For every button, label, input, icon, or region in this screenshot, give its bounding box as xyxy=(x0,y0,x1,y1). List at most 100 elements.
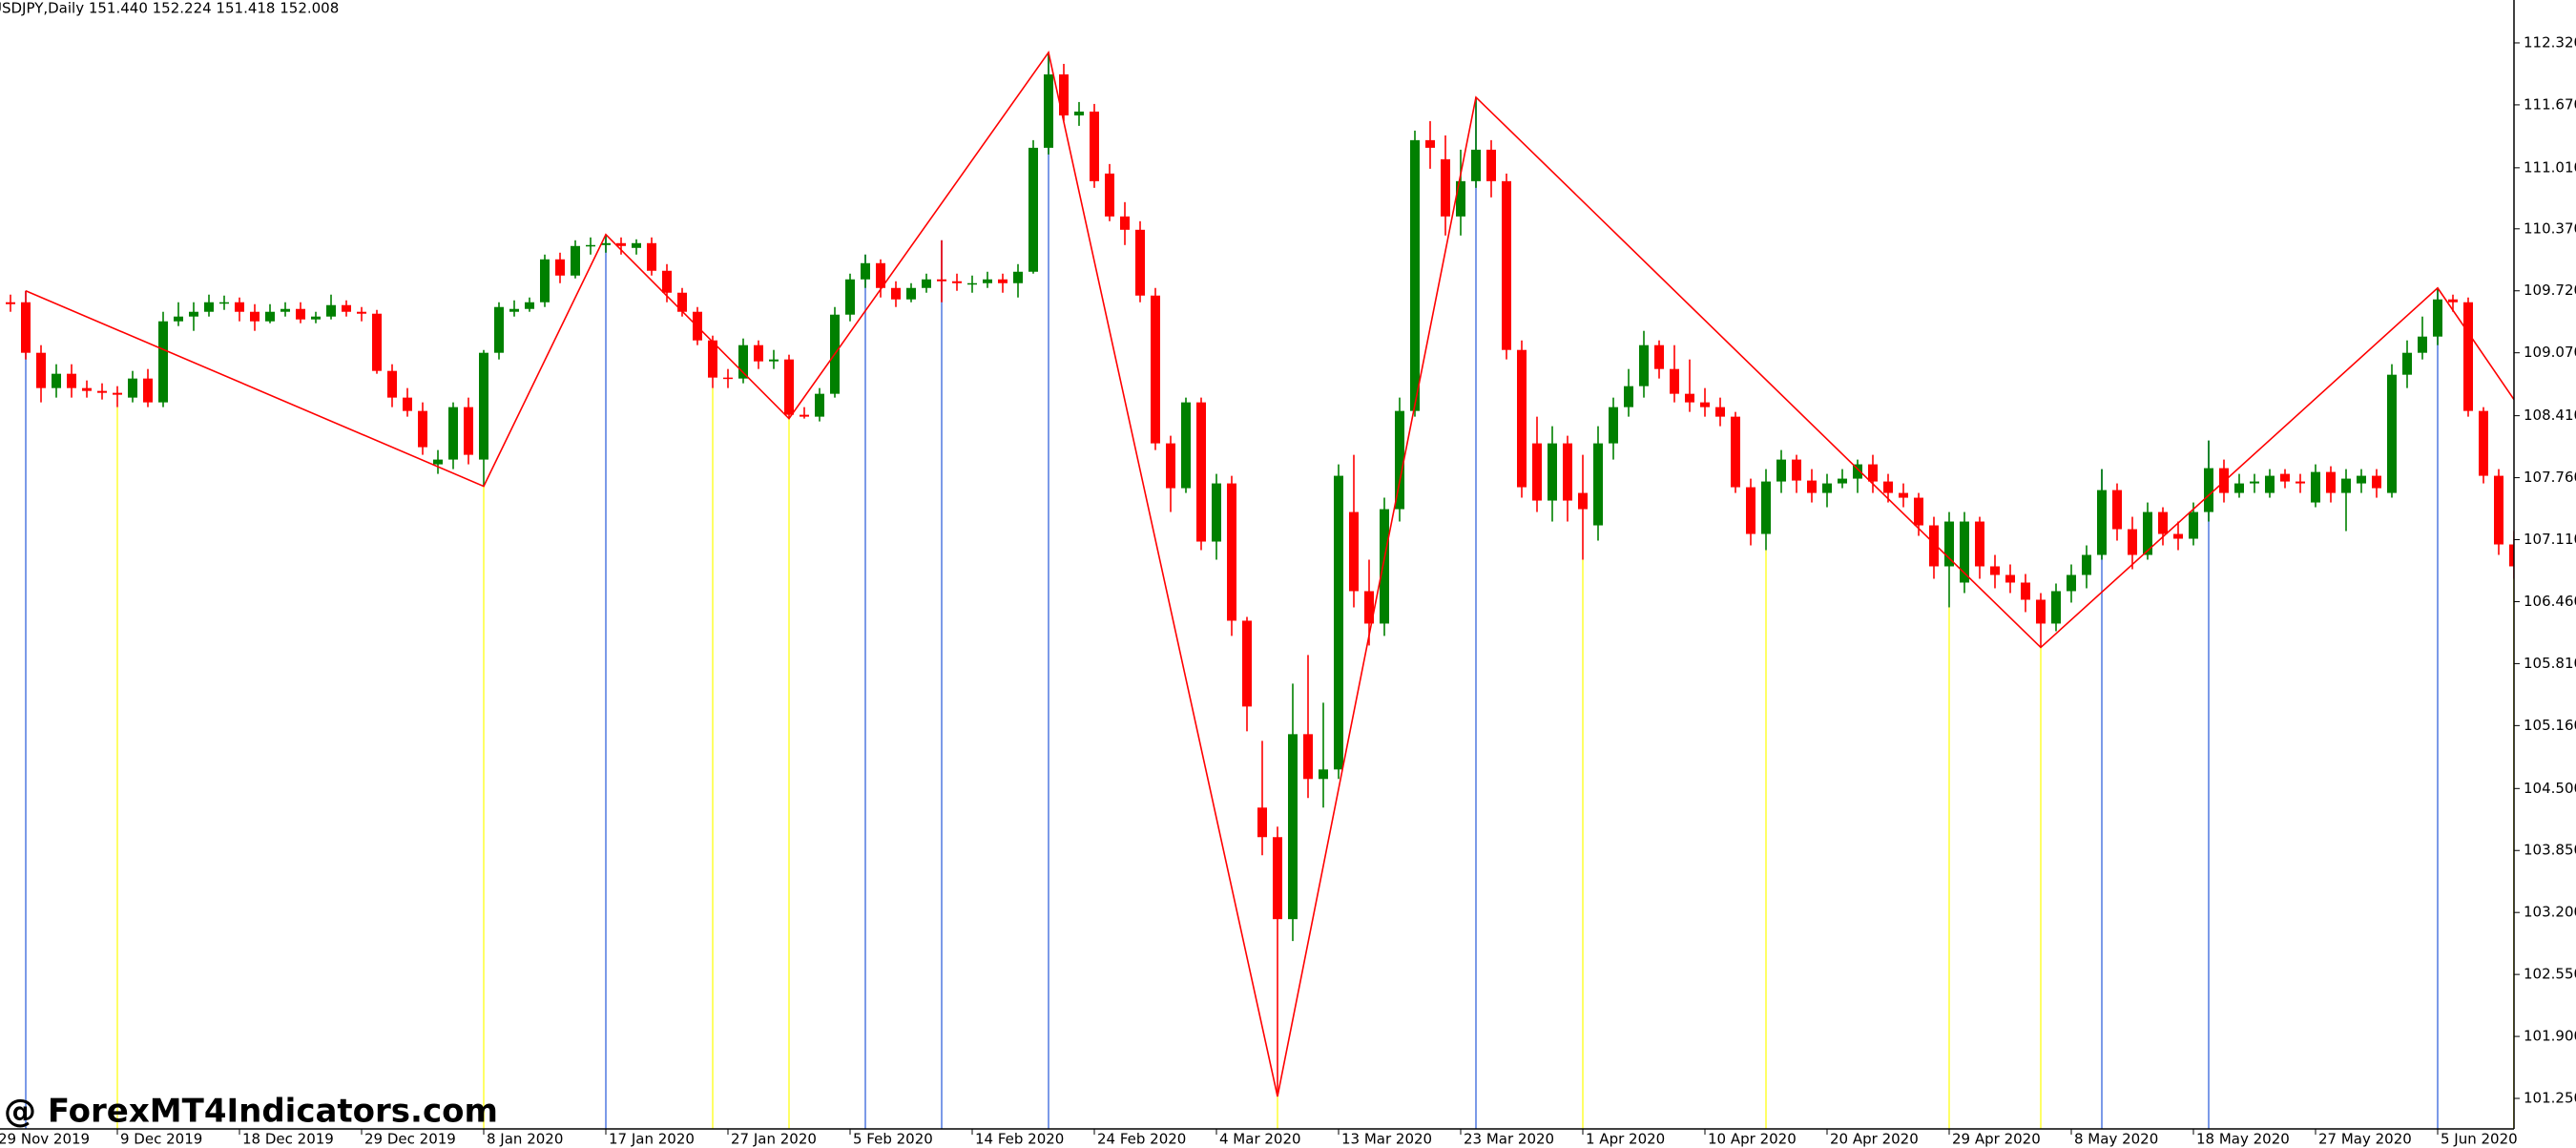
x-tick-label: 29 Apr 2020 xyxy=(1952,1131,2041,1148)
candle-body xyxy=(21,302,31,353)
candle-body xyxy=(1639,344,1649,386)
candle-body xyxy=(250,311,260,322)
x-tick-label: 5 Jun 2020 xyxy=(2441,1131,2518,1148)
y-tick-label: 105.160 xyxy=(2524,717,2576,734)
candle-body xyxy=(1548,443,1557,501)
x-tick-label: 10 Apr 2020 xyxy=(1708,1131,1797,1148)
candle-body xyxy=(983,279,992,283)
x-tick-label: 13 Mar 2020 xyxy=(1341,1131,1432,1148)
x-tick-label: 8 May 2020 xyxy=(2074,1131,2158,1148)
candle-body xyxy=(677,292,687,312)
candle-body xyxy=(2418,336,2427,353)
candle-body xyxy=(1624,386,1633,407)
x-tick-label: 14 Feb 2020 xyxy=(975,1131,1064,1148)
candle-body xyxy=(1654,344,1664,369)
candle-body xyxy=(448,407,458,460)
y-tick-label: 111.670 xyxy=(2524,95,2576,113)
candle-body xyxy=(52,373,61,388)
candle-body xyxy=(1471,149,1481,181)
candle-body xyxy=(1792,459,1801,481)
candle-body xyxy=(6,302,15,304)
candle-body xyxy=(2311,471,2320,503)
candle-body xyxy=(2143,511,2152,555)
candle-body xyxy=(723,377,733,380)
candle-body xyxy=(143,378,153,403)
candle-body xyxy=(1120,216,1130,230)
candle-body xyxy=(1502,180,1511,350)
candle-body xyxy=(1975,521,1984,567)
candle-body xyxy=(2463,302,2473,411)
candle-body xyxy=(36,352,46,388)
candle-body xyxy=(1532,443,1542,501)
x-tick-label: 5 Feb 2020 xyxy=(853,1131,933,1148)
candle-body xyxy=(1257,807,1267,838)
y-tick-label: 109.720 xyxy=(2524,282,2576,299)
candle-body xyxy=(1593,443,1603,526)
candle-body xyxy=(1242,620,1252,707)
candle-body xyxy=(2005,574,2015,583)
x-tick-label: 29 Dec 2019 xyxy=(364,1131,456,1148)
y-tick-label: 101.250 xyxy=(2524,1090,2576,1107)
y-tick-label: 105.810 xyxy=(2524,655,2576,672)
candle-body xyxy=(1334,475,1343,770)
candle-body xyxy=(113,392,122,395)
candle-body xyxy=(1166,443,1175,489)
candle-body xyxy=(2067,574,2076,592)
candle-body xyxy=(1456,180,1465,217)
x-tick-label: 23 Mar 2020 xyxy=(1464,1131,1554,1148)
candle-body xyxy=(67,373,76,388)
candle-body xyxy=(1090,111,1099,181)
candle-body xyxy=(1227,483,1236,621)
x-tick-label: 29 Nov 2019 xyxy=(0,1131,90,1148)
candle-body xyxy=(204,302,214,312)
x-tick-label: 27 Jan 2020 xyxy=(731,1131,817,1148)
y-tick-label: 109.070 xyxy=(2524,344,2576,361)
candle-body xyxy=(891,287,901,300)
candle-body xyxy=(158,321,168,403)
candle-body xyxy=(1776,459,1786,482)
candle-body xyxy=(1822,483,1832,493)
candle-body xyxy=(2173,533,2183,539)
y-tick-label: 111.010 xyxy=(2524,158,2576,176)
x-tick-label: 9 Dec 2019 xyxy=(120,1131,202,1148)
candle-body xyxy=(372,313,382,371)
candle-body xyxy=(82,387,92,391)
candle-body xyxy=(1181,402,1191,489)
y-tick-label: 112.320 xyxy=(2524,33,2576,51)
candle-body xyxy=(2128,529,2137,555)
candle-body xyxy=(1380,509,1389,624)
candle-body xyxy=(906,287,916,300)
candle-body xyxy=(1028,147,1038,272)
candle-body xyxy=(571,245,580,276)
candle-body xyxy=(1944,521,1954,567)
candle-body xyxy=(1868,464,1878,482)
candle-body xyxy=(174,316,183,322)
candle-body xyxy=(2280,473,2290,482)
x-tick-label: 4 Mar 2020 xyxy=(1219,1131,1301,1148)
candle-body xyxy=(1929,525,1939,567)
candle-body xyxy=(219,302,229,304)
candle-body xyxy=(1960,521,1969,583)
chart-header: USDJPY,Daily 151.440 152.224 151.418 152… xyxy=(0,0,339,17)
candle-body xyxy=(632,242,641,248)
candle-body xyxy=(189,311,198,317)
y-tick-label: 107.110 xyxy=(2524,531,2576,548)
candle-body xyxy=(387,370,397,398)
candle-body xyxy=(1883,481,1893,493)
watermark: @ ForexMT4Indicators.com xyxy=(4,1093,498,1131)
x-tick-label: 20 Apr 2020 xyxy=(1830,1131,1919,1148)
y-tick-label: 110.370 xyxy=(2524,219,2576,237)
candle-body xyxy=(2234,483,2244,493)
candle-body xyxy=(2402,352,2412,375)
y-tick-label: 104.500 xyxy=(2524,780,2576,797)
candle-body xyxy=(311,316,321,320)
candle-body xyxy=(2250,481,2259,484)
candle-body xyxy=(2021,582,2030,600)
candle-body xyxy=(861,262,870,280)
candle-body xyxy=(738,344,748,379)
candle-body xyxy=(2433,299,2442,337)
candle-body xyxy=(1074,111,1084,115)
x-tick-label: 27 May 2020 xyxy=(2318,1131,2412,1148)
x-tick-label: 1 Apr 2020 xyxy=(1586,1131,1665,1148)
